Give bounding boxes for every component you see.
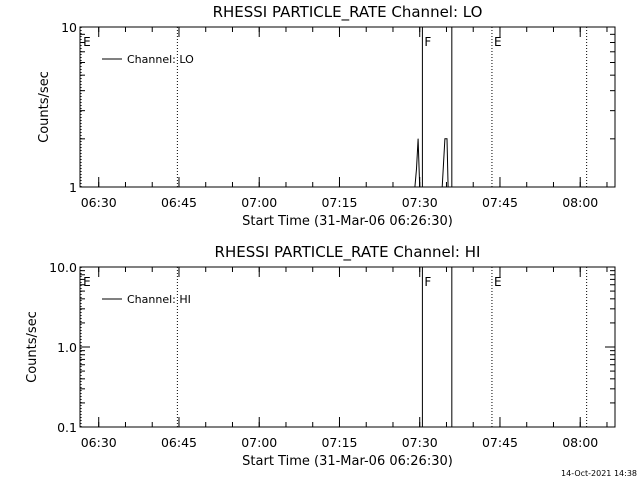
event-marker-label: F [424, 35, 431, 49]
event-marker-label: E [494, 35, 502, 49]
panel-hi: RHESSI PARTICLE_RATE Channel: HI 0.1 1.0 10… [25, 243, 616, 469]
data-point [424, 186, 426, 188]
x-tick-label: 06:45 [161, 195, 197, 210]
x-tick-label: 08:00 [562, 195, 598, 210]
plot-frame [79, 26, 616, 188]
y-tick-label: 1 [69, 180, 77, 195]
x-tick-label: 07:15 [321, 195, 357, 210]
x-tick-label: 07:30 [402, 435, 438, 450]
x-tick-label: 06:30 [81, 195, 117, 210]
x-tick-label: 07:15 [321, 435, 357, 450]
x-tick-label: 07:30 [402, 195, 438, 210]
x-tick-label: 08:00 [562, 435, 598, 450]
data-point [441, 186, 443, 188]
data-point [447, 186, 449, 188]
chart-title: RHESSI PARTICLE_RATE Channel: HI [215, 243, 481, 262]
plot-frame [79, 266, 616, 428]
legend-label: Channel: LO [127, 53, 194, 66]
x-tick-label: 07:00 [241, 195, 277, 210]
data-point [416, 168, 417, 170]
panel-lo: RHESSI PARTICLE_RATE Channel: LO 1 10 06:30… [37, 3, 616, 229]
x-axis-label: Start Time (31-Mar-06 06:26:30) [242, 454, 453, 469]
data-point [417, 138, 419, 140]
y-axis-label: Counts/sec [37, 71, 52, 143]
x-tick-label: 06:45 [161, 435, 197, 450]
x-tick-label: 07:45 [482, 435, 518, 450]
x-tick-label: 07:45 [482, 195, 518, 210]
event-marker-label: F [424, 275, 431, 289]
y-axis-label: Counts/sec [25, 311, 40, 383]
y-tick-label: 10.0 [49, 260, 77, 275]
data-point [419, 186, 421, 188]
y-tick-label: 10 [61, 20, 77, 35]
series-line [414, 138, 449, 188]
y-tick-label: 0.1 [57, 420, 77, 435]
event-marker-label: E [83, 275, 91, 289]
legend-label: Channel: HI [127, 293, 191, 306]
x-tick-label: 07:00 [241, 435, 277, 450]
x-tick-label: 06:30 [81, 435, 117, 450]
chart-title: RHESSI PARTICLE_RATE Channel: LO [213, 3, 483, 22]
footer-timestamp: 14-Oct-2021 14:38 [561, 469, 637, 478]
event-marker-label: E [494, 275, 502, 289]
data-point [446, 138, 448, 140]
data-point [414, 186, 416, 188]
data-point [444, 138, 446, 140]
y-tick-label: 1.0 [57, 340, 77, 355]
x-axis-label: Start Time (31-Mar-06 06:26:30) [242, 214, 453, 229]
event-marker-label: E [83, 35, 91, 49]
